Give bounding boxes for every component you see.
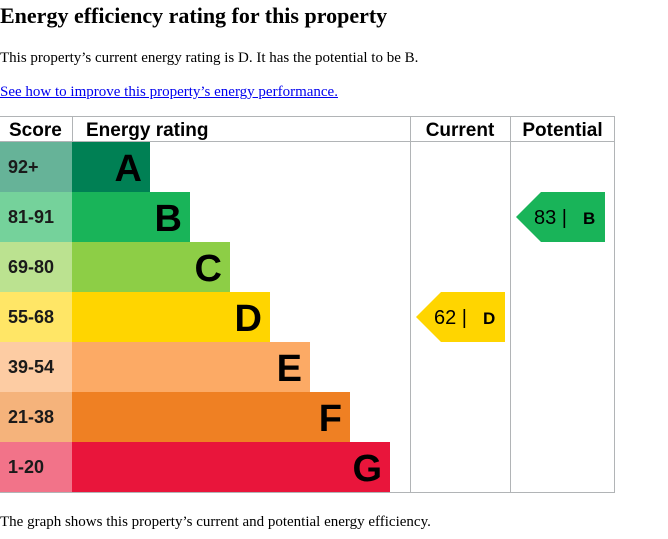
potential-rating-letter: B [583, 209, 595, 228]
band-bar-a [72, 142, 150, 192]
improve-energy-link[interactable]: See how to improve this property’s energ… [0, 84, 338, 100]
potential-rating-score: 83 | [534, 207, 567, 229]
band-letter-g: G [352, 448, 382, 490]
current-rating-score: 62 | [434, 307, 467, 329]
band-range-b: 81-91 [8, 207, 54, 227]
band-range-d: 55-68 [8, 307, 54, 327]
band-range-c: 69-80 [8, 257, 54, 277]
graph-caption: The graph shows this property’s current … [0, 514, 431, 530]
band-bar-d [72, 292, 270, 342]
header-score: Score [9, 120, 62, 141]
band-letter-d: D [235, 298, 262, 340]
score-cell-b [0, 192, 72, 242]
header-energy-rating: Energy rating [86, 120, 208, 141]
band-letter-b: B [155, 198, 182, 240]
page-title: Energy efficiency rating for this proper… [0, 3, 388, 28]
score-cell-a [0, 142, 72, 192]
score-cell-e [0, 342, 72, 392]
band-bar-f [72, 392, 350, 442]
energy-rating-svg: Score Energy rating Current Potential 92+ A 81… [0, 116, 615, 493]
band-bar-g [72, 442, 390, 492]
header-current: Current [426, 120, 495, 141]
score-cell-f [0, 392, 72, 442]
band-letter-e: E [277, 348, 302, 390]
potential-rating-arrow [516, 192, 605, 242]
current-rating-arrow [416, 292, 505, 342]
band-letter-a: A [115, 148, 142, 190]
band-range-a: 92+ [8, 157, 39, 177]
band-bar-e [72, 342, 310, 392]
band-bar-b [72, 192, 190, 242]
band-bar-c [72, 242, 230, 292]
rating-summary: This property’s current energy rating is… [0, 50, 419, 66]
band-range-e: 39-54 [8, 357, 54, 377]
header-potential: Potential [522, 120, 602, 141]
score-cell-c [0, 242, 72, 292]
band-letter-c: C [195, 248, 222, 290]
band-range-f: 21-38 [8, 407, 54, 427]
score-cell-g [0, 442, 72, 492]
energy-rating-chart: Score Energy rating Current Potential 92+ A 81… [0, 116, 616, 494]
band-range-g: 1-20 [8, 457, 44, 477]
band-letter-f: F [319, 398, 342, 440]
current-rating-letter: D [483, 309, 495, 328]
score-cell-d [0, 292, 72, 342]
